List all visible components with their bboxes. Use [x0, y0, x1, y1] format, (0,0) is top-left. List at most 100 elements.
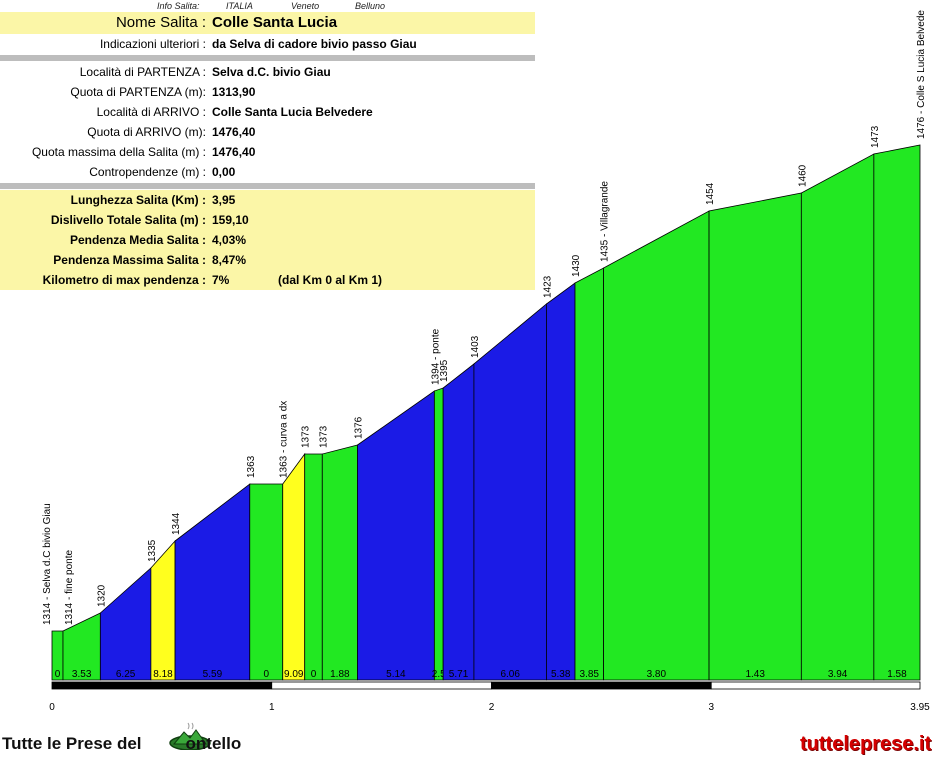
- brand-left-text: Tutte le Prese del: [2, 734, 142, 753]
- segment-grade-label: 0: [263, 669, 269, 680]
- x-tick-label: 3.95: [910, 702, 930, 713]
- info-extra: (dal Km 0 al Km 1): [278, 273, 383, 287]
- altitude-label: 1423: [542, 275, 553, 298]
- info-row-quota-partenza: Quota di PARTENZA (m): 1313,90: [0, 82, 535, 102]
- profile-segment: [357, 390, 435, 681]
- info-row-indicazioni: Indicazioni ulteriori : da Selva di cado…: [0, 34, 535, 54]
- x-tick-label: 2: [489, 702, 495, 713]
- info-row-lunghezza: Lunghezza Salita (Km) : 3,95: [0, 190, 535, 210]
- profile-segment: [873, 144, 921, 681]
- segment-grade-label: 1.58: [887, 669, 907, 680]
- info-label: Kilometro di max pendenza :: [42, 273, 206, 287]
- segment-grade-label: 8.18: [153, 669, 173, 680]
- profile-segment: [304, 453, 323, 681]
- segment-grade-label: 6.25: [116, 669, 136, 680]
- info-row-nome-salita: Nome Salita : Colle Santa Lucia: [0, 12, 535, 34]
- altitude-label: 1373: [318, 425, 329, 448]
- segment-grade-label: 6.06: [500, 669, 520, 680]
- km-scale-bar: [491, 681, 712, 690]
- altitude-label: 1363 - curva a dx: [279, 401, 290, 478]
- segment-grade-label: 5.14: [386, 669, 406, 680]
- profile-segment: [574, 267, 604, 681]
- info-row-pendenza-massima: Pendenza Massima Salita : 8,47%: [0, 250, 535, 270]
- altitude-label: 1314 - fine ponte: [64, 550, 75, 625]
- info-label: Lunghezza Salita (Km) :: [70, 193, 206, 207]
- info-row-dislivello: Dislivello Totale Salita (m) : 159,10: [0, 210, 535, 230]
- info-value: 1313,90: [212, 85, 256, 99]
- segment-grade-label: 0: [55, 669, 61, 680]
- profile-segment: [603, 210, 710, 681]
- profile-segment: [99, 567, 152, 681]
- km-scale-bar: [271, 681, 492, 690]
- separator: [0, 183, 535, 189]
- altitude-label: 1460: [797, 164, 808, 187]
- info-value: 4,03%: [212, 233, 247, 247]
- info-value: 159,10: [212, 213, 249, 227]
- info-label: Pendenza Massima Salita :: [53, 253, 206, 267]
- segment-grade-label: 5.71: [449, 669, 469, 680]
- info-value: 1476,40: [212, 125, 256, 139]
- profile-segment: [249, 483, 284, 681]
- brand-left-suffix: ontello: [185, 734, 242, 753]
- segment-grade-label: 5.38: [551, 669, 571, 680]
- info-label: Dislivello Totale Salita (m) :: [50, 213, 206, 227]
- info-value: Colle Santa Lucia Belvedere: [212, 105, 373, 119]
- info-value: da Selva di cadore bivio passo Giau: [212, 37, 417, 51]
- altitude-label: 1395: [439, 359, 450, 382]
- info-row-localita-arrivo: Località di ARRIVO : Colle Santa Lucia B…: [0, 102, 535, 122]
- x-tick-label: 0: [49, 702, 55, 713]
- climb-info-panel: Nome Salita : Colle Santa Lucia Indicazi…: [0, 12, 535, 290]
- info-label: Quota di PARTENZA (m):: [70, 85, 206, 99]
- brand-left: Tutte le Prese del ontello: [2, 734, 241, 754]
- info-salita-label: Info Salita:: [157, 1, 200, 11]
- province-label: Belluno: [355, 1, 386, 11]
- segment-grade-label: 3.85: [580, 669, 600, 680]
- info-value: 0,00: [212, 165, 236, 179]
- brand-right-link[interactable]: tutteleprese.it: [800, 733, 932, 755]
- segment-grade-label: 9.09: [284, 669, 304, 680]
- info-label: Quota di ARRIVO (m):: [87, 125, 206, 139]
- info-label: Pendenza Media Salita :: [69, 233, 206, 247]
- info-row-quota-arrivo: Quota di ARRIVO (m): 1476,40: [0, 122, 535, 142]
- altitude-label: 1314 - Selva d.C bivio Giau: [42, 503, 53, 625]
- altitude-label: 1376: [353, 416, 364, 439]
- country-label: ITALIA: [226, 1, 253, 11]
- segment-grade-label: 3.94: [828, 669, 848, 680]
- segment-grade-label: 3.80: [647, 669, 667, 680]
- segment-grade-label: 2.5: [432, 669, 446, 680]
- km-scale-bar: [51, 681, 273, 690]
- info-value: 7%: [212, 273, 230, 287]
- separator: [0, 55, 535, 61]
- profile-segment: [546, 282, 576, 681]
- header-meta: Info Salita: ITALIA Veneto Belluno: [0, 0, 535, 12]
- profile-segment: [174, 483, 251, 681]
- altitude-label: 1435 - Villagrande: [600, 181, 611, 262]
- info-label: Indicazioni ulteriori :: [99, 37, 206, 51]
- segment-grade-label: 1.88: [330, 669, 350, 680]
- profile-segment: [708, 192, 802, 681]
- x-tick-label: 3: [708, 702, 714, 713]
- segment-grade-label: 5.59: [203, 669, 223, 680]
- info-row-localita-partenza: Località di PARTENZA : Selva d.C. bivio …: [0, 62, 535, 82]
- segment-grade-label: 1.43: [745, 669, 765, 680]
- segment-grade-label: 3.53: [72, 669, 92, 680]
- segment-grade-label: 0: [311, 669, 317, 680]
- info-row-quota-massima: Quota massima della Salita (m) : 1476,40: [0, 142, 535, 162]
- region-label: Veneto: [291, 1, 320, 11]
- info-label: Nome Salita :: [115, 14, 206, 31]
- profile-segment: [433, 387, 444, 681]
- montello-logo: [168, 722, 212, 755]
- info-row-km-max-pendenza: Kilometro di max pendenza : 7% (dal Km 0…: [0, 270, 535, 290]
- info-row-pendenza-media: Pendenza Media Salita : 4,03%: [0, 230, 535, 250]
- profile-segment: [321, 444, 358, 681]
- profile-segment: [800, 153, 875, 681]
- profile-segment: [473, 303, 547, 681]
- altitude-label: 1476 - Colle S Lucia Belvede: [916, 10, 927, 139]
- info-label: Località di PARTENZA :: [79, 65, 206, 79]
- altitude-label: 1430: [571, 254, 582, 277]
- info-value: 1476,40: [212, 145, 256, 159]
- profile-segment: [442, 363, 475, 681]
- altitude-label: 1403: [470, 335, 481, 358]
- altitude-label: 1363: [246, 455, 257, 478]
